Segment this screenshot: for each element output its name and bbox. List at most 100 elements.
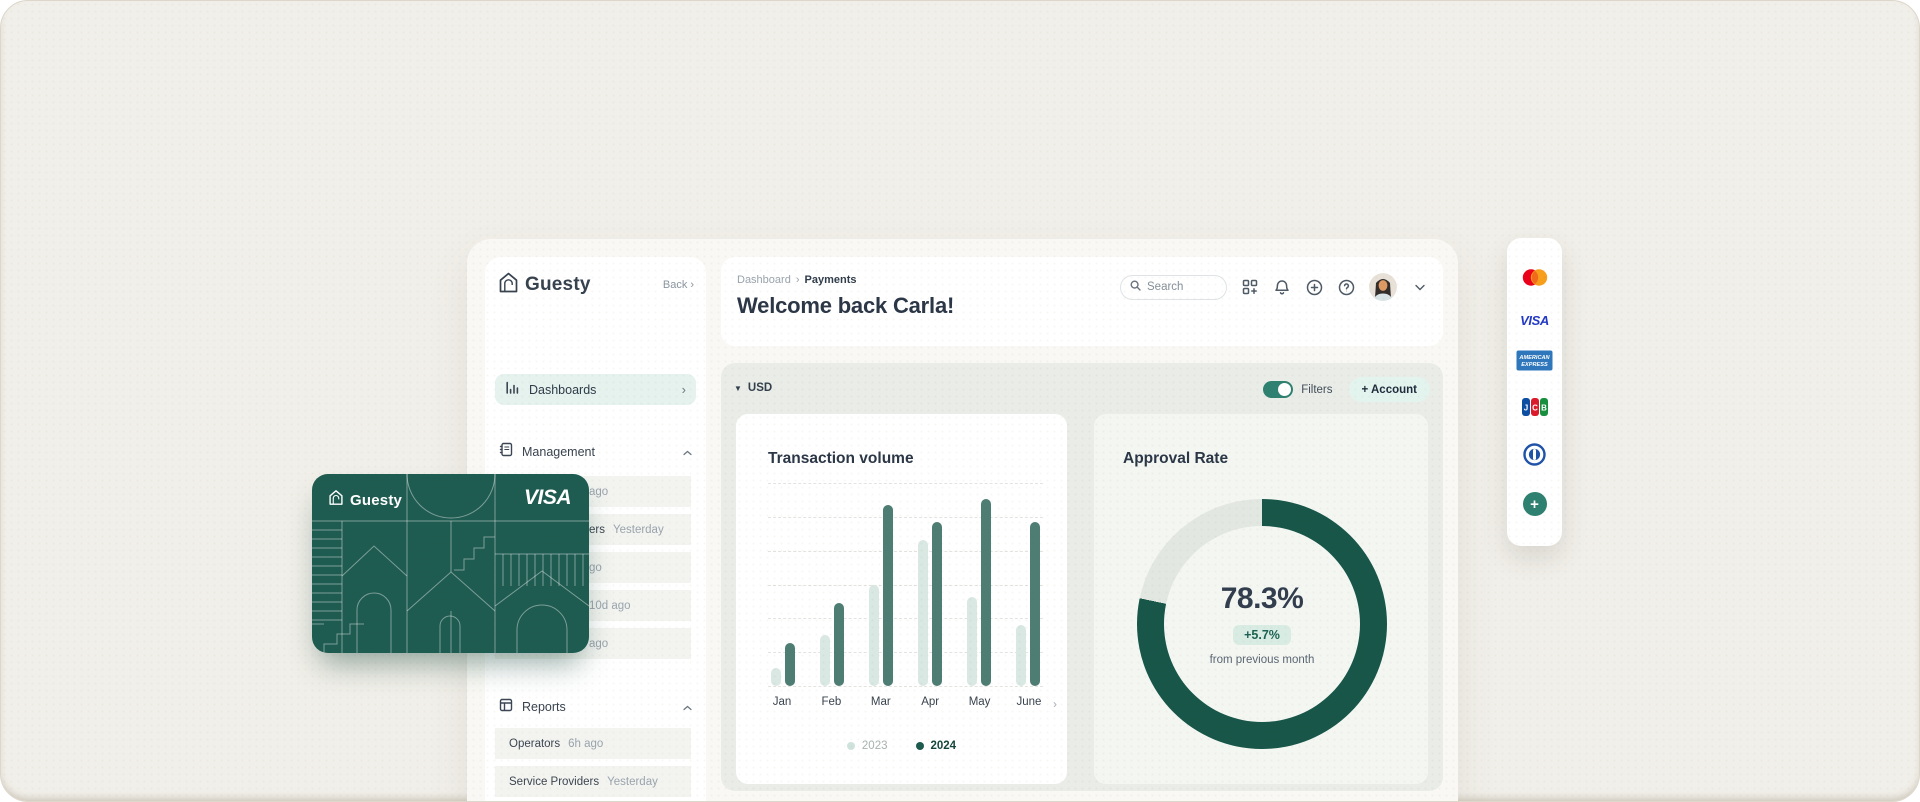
- bar-2024-June: [1030, 521, 1040, 686]
- gridline: [768, 686, 1043, 687]
- bar-group-June: [1016, 483, 1040, 686]
- legend-2024: 2024: [915, 740, 956, 752]
- month-label-June: June: [1016, 696, 1042, 708]
- chart-title: Transaction volume: [768, 450, 914, 467]
- payment-methods-rail: VISA AMERICAN EXPRESS J C B: [1507, 238, 1562, 546]
- breadcrumb-payments: Payments: [804, 274, 857, 286]
- search-icon: [1130, 278, 1141, 296]
- filters-label: Filters: [1301, 383, 1333, 396]
- add-payment-method-button[interactable]: +: [1522, 492, 1547, 517]
- content-panel: ▼ USD Filters + Account Transaction volu…: [721, 363, 1443, 791]
- apps-grid-icon[interactable]: [1241, 278, 1259, 296]
- month-label-Feb: Feb: [821, 696, 842, 708]
- add-circle-icon[interactable]: [1305, 278, 1323, 296]
- bar-group-Apr: [918, 483, 942, 686]
- chevron-right-icon: ›: [681, 382, 686, 397]
- legend-2023: 2023: [846, 740, 888, 752]
- svg-text:B: B: [1541, 403, 1547, 412]
- bar-2023-Mar: [869, 584, 879, 686]
- donut-center: 78.3% +5.7% from previous month: [1137, 499, 1387, 749]
- bar-chart-plot: [768, 483, 1043, 687]
- sidebar-section-reports[interactable]: Reports: [499, 696, 692, 718]
- visa-icon: VISA: [1520, 313, 1549, 329]
- sidebar-logo-text: Guesty: [525, 274, 591, 295]
- breadcrumb: Dashboard › Payments: [737, 274, 856, 286]
- bar-2024-Feb: [834, 602, 844, 686]
- bar-group-Feb: [820, 483, 844, 686]
- visa-logo: VISA: [523, 486, 572, 509]
- gridline: [768, 618, 1043, 620]
- page-title: Welcome back Carla!: [737, 293, 955, 318]
- toggle-knob: [1278, 383, 1292, 396]
- american-express-icon: AMERICAN EXPRESS: [1516, 350, 1553, 376]
- table-icon: [499, 698, 513, 717]
- back-link[interactable]: Back ›: [662, 279, 694, 291]
- search-input[interactable]: [1147, 281, 1217, 293]
- avatar[interactable]: [1369, 273, 1397, 301]
- bar-2024-Apr: [932, 521, 942, 686]
- guesty-logo-icon: [328, 489, 344, 511]
- bar-2023-Apr: [918, 539, 928, 686]
- mastercard-icon: [1520, 268, 1550, 292]
- chevron-up-icon: [683, 698, 692, 716]
- diners-club-icon: [1523, 442, 1546, 471]
- tx-bars: [768, 483, 1043, 686]
- gridline: [768, 550, 1043, 552]
- bar-2023-May: [967, 596, 977, 686]
- gridline: [768, 652, 1043, 654]
- month-label-Mar: Mar: [870, 696, 891, 708]
- next-months-chevron[interactable]: ›: [1053, 697, 1057, 711]
- guesty-logo-icon: [498, 271, 519, 299]
- transaction-volume-card: Transaction volume Jan Feb Mar Apr May June › …: [736, 414, 1067, 784]
- page-header: Dashboard › Payments Welcome back Carla!: [721, 257, 1443, 346]
- report-row-service-providers[interactable]: Service Providers Yesterday: [495, 766, 691, 797]
- bar-2023-Feb: [820, 635, 830, 686]
- x-axis-labels: Jan Feb Mar Apr May June ›: [768, 696, 1057, 711]
- filters-toggle[interactable]: [1263, 381, 1294, 398]
- delta-caption: from previous month: [1209, 654, 1315, 666]
- jcb-icon: J C B: [1521, 397, 1548, 421]
- gridline: [768, 483, 1043, 484]
- svg-text:J: J: [1523, 403, 1527, 412]
- chevron-right-icon: ›: [690, 279, 694, 291]
- legend-dot-2023: [846, 742, 855, 750]
- currency-dropdown[interactable]: ▼ USD: [734, 382, 772, 394]
- bar-group-Jan: [771, 483, 795, 686]
- bar-2024-Jan: [785, 643, 795, 686]
- add-account-button[interactable]: + Account: [1348, 377, 1430, 402]
- sidebar-section-management[interactable]: Management: [499, 441, 692, 463]
- caret-down-icon: ▼: [734, 383, 742, 393]
- breadcrumb-separator: ›: [795, 274, 800, 286]
- bar-group-Mar: [869, 483, 893, 686]
- gridline: [768, 584, 1043, 586]
- bar-group-May: [967, 483, 991, 686]
- legend-dot-2024: [915, 742, 924, 750]
- report-row-operators[interactable]: Operators 6h ago: [495, 728, 691, 759]
- bar-2023-June: [1016, 625, 1026, 686]
- breadcrumb-dashboard[interactable]: Dashboard: [737, 274, 791, 286]
- bell-icon[interactable]: [1273, 278, 1291, 296]
- gridline: [768, 516, 1043, 518]
- help-icon[interactable]: [1337, 278, 1355, 296]
- donut-chart: [1137, 499, 1387, 749]
- approval-rate-card: Approval Rate 78.3% +5.7% from previous …: [1094, 414, 1428, 784]
- approval-rate-value: 78.3%: [1220, 582, 1304, 615]
- bar-chart-icon: [505, 380, 520, 400]
- month-label-Apr: Apr: [921, 696, 940, 708]
- delta-badge: +5.7%: [1233, 625, 1291, 645]
- card-line-art: [312, 474, 589, 653]
- month-label-May: May: [968, 696, 991, 708]
- month-label-Jan: Jan: [772, 696, 792, 708]
- search-box[interactable]: [1120, 274, 1227, 300]
- sidebar-item-dashboards[interactable]: Dashboards ›: [495, 374, 696, 405]
- document-icon: [499, 442, 513, 462]
- svg-text:EXPRESS: EXPRESS: [1521, 362, 1548, 368]
- guesty-visa-card: Guesty VISA: [312, 474, 589, 653]
- currency-value: USD: [747, 382, 773, 394]
- bar-2023-Jan: [771, 667, 781, 686]
- chevron-up-icon: [683, 443, 692, 461]
- bar-2024-May: [981, 499, 991, 686]
- chart-legend: 2023 2024: [736, 740, 1067, 752]
- chevron-down-icon[interactable]: [1411, 278, 1429, 296]
